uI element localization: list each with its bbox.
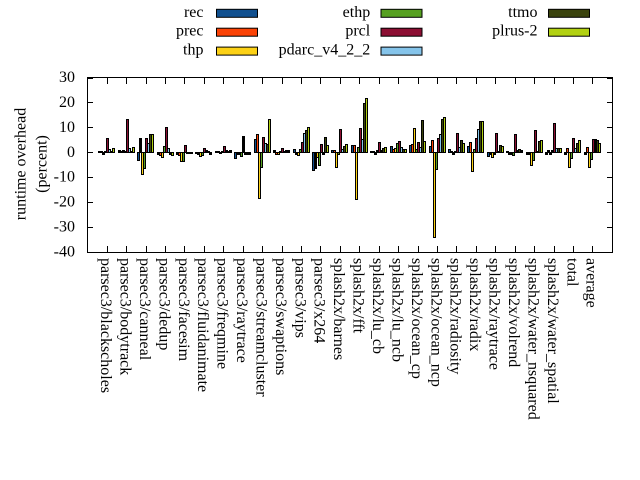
svg-text:parsec3/bodytrack: parsec3/bodytrack <box>116 258 133 375</box>
svg-text:splash2x/barnes: splash2x/barnes <box>330 258 347 360</box>
svg-text:parsec3/x264: parsec3/x264 <box>311 258 328 343</box>
svg-text:splash2x/raytrace: splash2x/raytrace <box>486 258 503 370</box>
svg-text:splash2x/radiosity: splash2x/radiosity <box>447 258 464 374</box>
svg-text:ttmo: ttmo <box>508 4 537 21</box>
svg-text:splash2x/fft: splash2x/fft <box>350 258 367 334</box>
svg-text:20: 20 <box>59 94 75 111</box>
svg-text:average: average <box>583 258 600 308</box>
svg-text:runtime overhead: runtime overhead <box>13 108 30 220</box>
svg-text:total: total <box>563 258 580 287</box>
svg-text:parsec3/vips: parsec3/vips <box>291 258 308 338</box>
svg-text:parsec3/streamcluster: parsec3/streamcluster <box>252 258 269 397</box>
svg-text:splash2x/water_spatial: splash2x/water_spatial <box>544 258 561 404</box>
svg-text:splash2x/radix: splash2x/radix <box>466 258 483 351</box>
svg-text:thp: thp <box>183 42 203 59</box>
svg-text:prcl: prcl <box>345 23 370 40</box>
svg-text:-10: -10 <box>54 169 75 186</box>
svg-text:parsec3/dedup: parsec3/dedup <box>155 258 172 350</box>
svg-text:parsec3/raytrace: parsec3/raytrace <box>233 258 250 363</box>
svg-text:prec: prec <box>176 23 204 40</box>
svg-text:splash2x/lu_cb: splash2x/lu_cb <box>369 258 386 354</box>
svg-text:10: 10 <box>59 119 75 136</box>
svg-text:-40: -40 <box>54 244 75 261</box>
svg-text:-20: -20 <box>54 194 75 211</box>
svg-text:splash2x/lu_ncb: splash2x/lu_ncb <box>388 258 405 362</box>
svg-text:parsec3/facesim: parsec3/facesim <box>175 258 192 362</box>
svg-text:splash2x/ocean_cp: splash2x/ocean_cp <box>408 258 425 379</box>
svg-text:parsec3/swaptions: parsec3/swaptions <box>272 258 289 375</box>
svg-text:splash2x/water_nsquared: splash2x/water_nsquared <box>524 258 541 420</box>
svg-text:parsec3/canneal: parsec3/canneal <box>136 258 153 361</box>
svg-text:parsec3/blackscholes: parsec3/blackscholes <box>97 258 114 393</box>
svg-text:30: 30 <box>59 69 75 86</box>
svg-text:pdarc_v4_2_2: pdarc_v4_2_2 <box>279 42 371 59</box>
svg-text:(percent): (percent) <box>34 135 51 193</box>
svg-text:parsec3/fluidanimate: parsec3/fluidanimate <box>194 258 211 392</box>
svg-text:0: 0 <box>67 144 75 161</box>
svg-text:parsec3/freqmine: parsec3/freqmine <box>214 258 231 369</box>
svg-text:ethp: ethp <box>343 4 371 21</box>
svg-text:plrus-2: plrus-2 <box>492 23 537 40</box>
svg-text:-30: -30 <box>54 219 75 236</box>
svg-text:rec: rec <box>184 4 204 21</box>
svg-text:splash2x/volrend: splash2x/volrend <box>505 258 522 367</box>
svg-text:splash2x/ocean_ncp: splash2x/ocean_ncp <box>427 258 444 387</box>
